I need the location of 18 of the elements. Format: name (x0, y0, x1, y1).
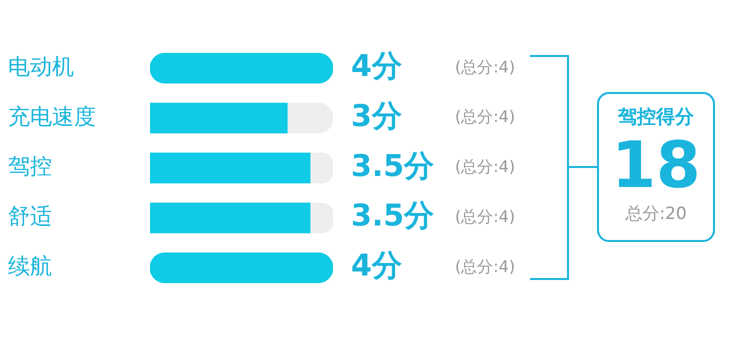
y-tick-label: 驾控 (8, 154, 52, 180)
y-tick-label: 电动机 (8, 54, 74, 80)
data-label: 4分 (351, 48, 402, 84)
text: (总分:4) (455, 57, 516, 76)
text: (总分:4) (455, 207, 516, 226)
data-label: 4分 (351, 248, 402, 284)
data-label: 3.5分 (351, 148, 434, 184)
text: (总分:4) (455, 107, 516, 126)
text: (总分:4) (455, 256, 516, 276)
data-label: 3.5分 (351, 198, 434, 234)
data-label: 3分 (351, 98, 402, 134)
y-tick-label: 舒适 (8, 204, 52, 230)
y-tick-label: 充电速度 (8, 104, 96, 130)
text: 总分:20 (624, 203, 688, 225)
y-tick-label: 续航 (8, 254, 52, 280)
text: 18 (610, 129, 702, 203)
text: 驾控得分 (616, 105, 695, 130)
text: (总分:4) (455, 157, 516, 176)
